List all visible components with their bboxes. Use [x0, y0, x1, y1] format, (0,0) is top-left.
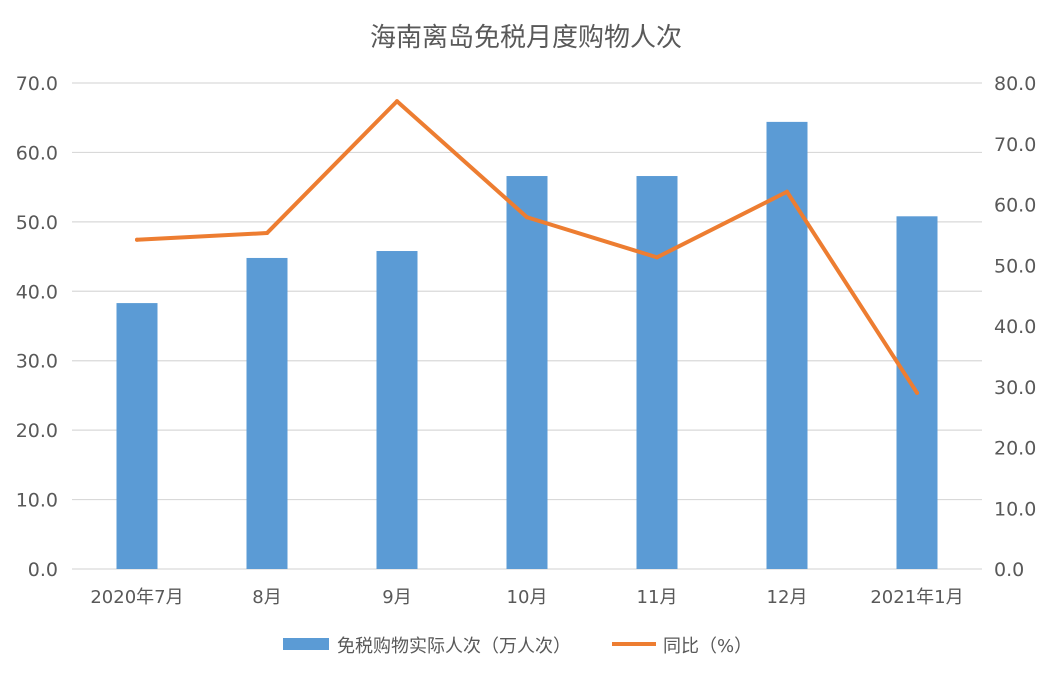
right-axis-tick-label: 80.0 [994, 73, 1036, 95]
chart-title: 海南离岛免税月度购物人次 [370, 23, 682, 53]
category-label: 8月 [252, 587, 281, 608]
category-label: 9月 [382, 587, 411, 608]
right-axis-tick-label: 40.0 [994, 316, 1036, 338]
left-axis-tick-label: 70.0 [16, 73, 58, 95]
right-axis-tick-label: 30.0 [994, 377, 1036, 399]
category-label: 11月 [637, 587, 678, 608]
left-axis-tick-label: 0.0 [28, 559, 58, 581]
left-axis-tick-label: 50.0 [16, 212, 58, 234]
category-label: 12月 [767, 587, 808, 608]
bar [246, 257, 288, 569]
left-axis-tick-label: 10.0 [16, 490, 58, 512]
category-label: 10月 [507, 587, 548, 608]
right-axis-tick-label: 20.0 [994, 438, 1036, 460]
bar [506, 176, 548, 569]
line-series [135, 99, 919, 395]
right-axis-tick-label: 50.0 [994, 255, 1036, 277]
bar [376, 251, 418, 569]
legend: 免税购物实际人次（万人次） 同比（%） [283, 636, 752, 657]
right-axis-tick-label: 70.0 [994, 134, 1036, 156]
left-axis-tick-label: 60.0 [16, 142, 58, 164]
line-point [265, 231, 269, 236]
legend-label-line: 同比（%） [663, 636, 752, 657]
category-label: 2021年1月 [870, 587, 963, 608]
left-axis-tick-label: 30.0 [16, 351, 58, 373]
bar-series [116, 121, 938, 569]
right-axis-tick-labels: 0.0 10.0 20.0 30.0 40.0 50.0 60.0 70.0 80.0 [994, 73, 1036, 581]
legend-label-bar: 免税购物实际人次（万人次） [337, 636, 571, 657]
line-point [785, 189, 789, 194]
left-axis-tick-label: 20.0 [16, 420, 58, 442]
category-label: 2020年7月 [90, 587, 183, 608]
legend-swatch-bar [283, 638, 329, 650]
right-axis-tick-label: 0.0 [994, 559, 1024, 581]
right-axis-tick-label: 10.0 [994, 498, 1036, 520]
category-axis-labels: 2020年7月 8月 9月 10月 11月 12月 2021年1月 [90, 587, 963, 608]
left-axis-tick-label: 40.0 [16, 281, 58, 303]
line-point [135, 237, 139, 242]
bar [766, 121, 808, 569]
line-point [525, 215, 529, 220]
line-point [915, 390, 919, 395]
left-axis-tick-labels: 0.0 10.0 20.0 30.0 40.0 50.0 60.0 70.0 [16, 73, 58, 581]
line-point [655, 255, 659, 260]
bar [116, 303, 158, 569]
bar [636, 176, 678, 569]
line-point [395, 99, 399, 104]
right-axis-tick-label: 60.0 [994, 195, 1036, 217]
